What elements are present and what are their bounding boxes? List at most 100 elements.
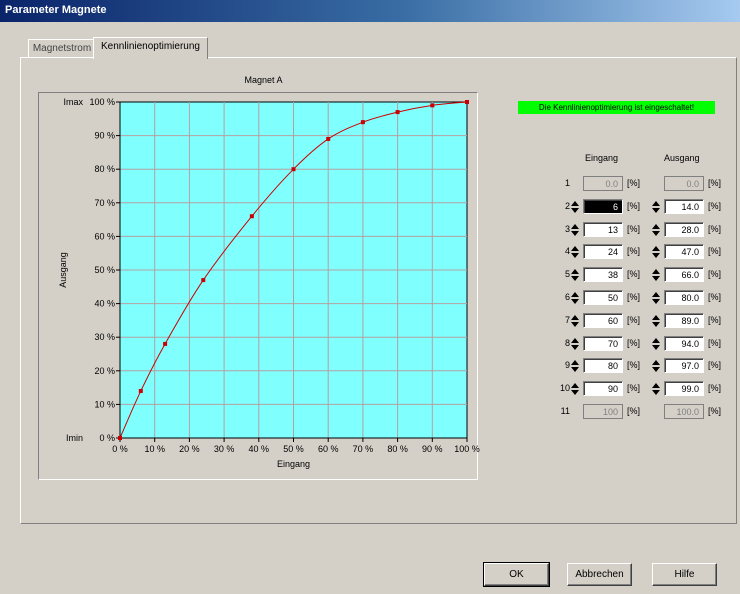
help-label: Hilfe [674, 569, 695, 580]
row-number: 3 [564, 223, 570, 234]
output-spinner[interactable] [652, 200, 660, 216]
arrow-up-icon[interactable] [652, 269, 660, 275]
input-value-field[interactable]: 80 [583, 358, 623, 374]
arrow-down-icon[interactable] [571, 344, 579, 350]
arrow-down-icon[interactable] [571, 321, 579, 327]
arrow-up-icon[interactable] [571, 246, 579, 252]
input-spinner[interactable] [571, 382, 579, 398]
arrow-down-icon[interactable] [652, 321, 660, 327]
output-spinner[interactable] [652, 223, 660, 239]
arrow-up-icon[interactable] [652, 200, 660, 206]
characteristic-chart: 0 % 10 % 20 % 30 % 40 % 50 % 60 % 70 % 80 % 90 % 1… [58, 75, 480, 469]
output-value-field[interactable]: 28.0 [664, 221, 704, 237]
row-number: 2 [564, 200, 570, 211]
output-spinner[interactable] [652, 382, 660, 398]
arrow-up-icon[interactable] [571, 314, 579, 320]
input-spinner[interactable] [571, 359, 579, 375]
output-spinner[interactable] [652, 245, 660, 261]
arrow-up-icon[interactable] [571, 337, 579, 343]
arrow-down-icon[interactable] [652, 344, 660, 350]
arrow-down-icon[interactable] [571, 390, 579, 396]
arrow-up-icon[interactable] [652, 360, 660, 366]
arrow-down-icon[interactable] [652, 207, 660, 213]
ok-button[interactable]: OK [483, 562, 550, 587]
arrow-up-icon[interactable] [652, 292, 660, 297]
output-spinner[interactable] [652, 337, 660, 353]
unit-label: [%] [708, 337, 722, 348]
input-value-field[interactable]: 24 [583, 244, 623, 260]
row-number: 10 [559, 383, 570, 394]
output-value-field[interactable]: 97.0 [664, 358, 704, 374]
title-bar[interactable]: Parameter Magnete [0, 0, 740, 22]
arrow-up-icon[interactable] [571, 292, 579, 297]
input-spinner[interactable] [571, 268, 579, 284]
output-value-field[interactable]: 66.0 [664, 267, 704, 283]
tab-magnetstrom[interactable]: Magnetstrom [28, 39, 96, 58]
arrow-up-icon[interactable] [571, 269, 579, 275]
arrow-up-icon[interactable] [652, 246, 660, 252]
arrow-down-icon[interactable] [652, 299, 660, 304]
output-spinner[interactable] [652, 268, 660, 284]
arrow-down-icon[interactable] [571, 299, 579, 304]
output-spinner[interactable] [652, 314, 660, 330]
input-value-field[interactable]: 6 [583, 198, 623, 214]
arrow-down-icon[interactable] [571, 230, 579, 236]
input-value-field[interactable]: 38 [583, 267, 623, 283]
window-title: Parameter Magnete [5, 4, 107, 16]
arrow-up-icon[interactable] [571, 383, 579, 389]
unit-label: [%] [627, 314, 641, 325]
output-value-field[interactable]: 99.0 [664, 381, 704, 397]
input-spinner[interactable] [571, 337, 579, 353]
output-value-field[interactable]: 94.0 [664, 335, 704, 351]
input-value-field[interactable]: 13 [583, 221, 623, 237]
input-spinner[interactable] [571, 314, 579, 330]
arrow-up-icon[interactable] [652, 383, 660, 389]
arrow-down-icon[interactable] [571, 207, 579, 213]
arrow-down-icon[interactable] [571, 276, 579, 282]
input-value-field[interactable]: 60 [583, 312, 623, 328]
unit-label: [%] [627, 246, 641, 257]
arrow-up-icon[interactable] [652, 337, 660, 343]
data-point [395, 110, 400, 115]
arrow-down-icon[interactable] [571, 367, 579, 373]
unit-label: [%] [708, 406, 722, 416]
input-value-field[interactable]: 70 [583, 335, 623, 351]
arrow-down-icon[interactable] [652, 276, 660, 282]
output-value-field[interactable]: 14.0 [664, 198, 704, 214]
arrow-down-icon[interactable] [652, 367, 660, 373]
output-spinner[interactable] [652, 291, 660, 307]
input-spinner[interactable] [571, 245, 579, 261]
arrow-up-icon[interactable] [652, 223, 660, 229]
arrow-down-icon[interactable] [652, 253, 660, 259]
output-value-field[interactable]: 47.0 [664, 244, 704, 260]
y-tick-label: 20 % [94, 366, 115, 376]
data-point [465, 100, 469, 104]
arrow-down-icon[interactable] [571, 253, 579, 259]
arrow-up-icon[interactable] [571, 360, 579, 366]
x-axis-label: Eingang [277, 459, 310, 469]
unit-label: [%] [627, 200, 641, 211]
arrow-down-icon[interactable] [652, 390, 660, 396]
y-tick-label: 60 % [94, 231, 115, 241]
arrow-up-icon[interactable] [571, 200, 579, 206]
input-value-field[interactable]: 90 [583, 381, 623, 397]
input-spinner[interactable] [571, 200, 579, 216]
data-point [163, 341, 168, 346]
input-value-field[interactable]: 50 [583, 290, 623, 305]
input-spinner[interactable] [571, 223, 579, 239]
row-number: 6 [564, 292, 570, 302]
arrow-up-icon[interactable] [652, 314, 660, 320]
data-point [249, 214, 254, 219]
output-spinner[interactable] [652, 359, 660, 375]
arrow-up-icon[interactable] [571, 223, 579, 229]
y-tick-label: 70 % [94, 198, 115, 208]
unit-label: [%] [627, 360, 641, 371]
output-value-field[interactable]: 80.0 [664, 290, 704, 305]
cancel-button[interactable]: Abbrechen [567, 563, 632, 586]
row-number: 11 [560, 406, 570, 416]
arrow-down-icon[interactable] [652, 230, 660, 236]
tab-kennlinienoptimierung[interactable]: Kennlinienoptimierung [93, 37, 208, 59]
input-spinner[interactable] [571, 291, 579, 307]
output-value-field[interactable]: 89.0 [664, 312, 704, 328]
help-button[interactable]: Hilfe [652, 563, 717, 586]
